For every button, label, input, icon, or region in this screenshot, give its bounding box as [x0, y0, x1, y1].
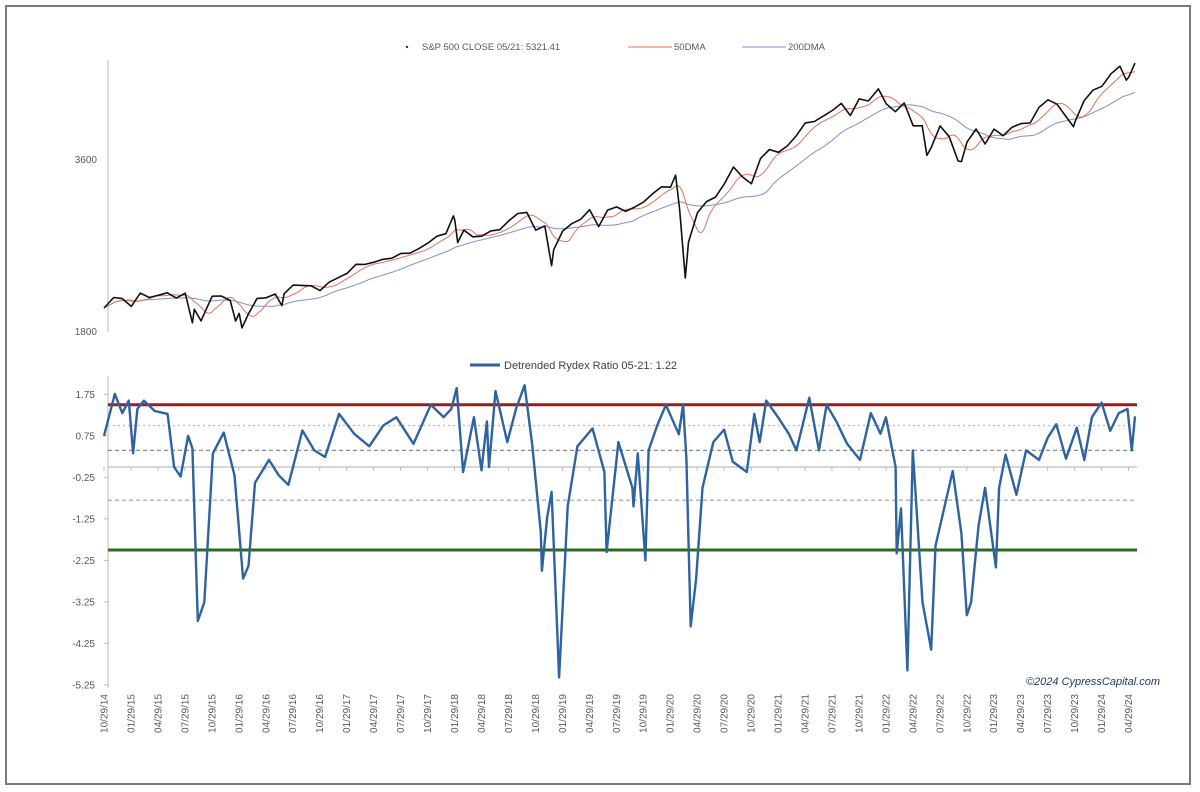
x-tick-label: 01/29/22 — [881, 694, 892, 733]
x-tick-label: 04/29/17 — [369, 694, 380, 733]
x-tick-label: 07/29/22 — [935, 694, 946, 733]
ma200-series-line — [103, 91, 1136, 309]
x-tick-label: 04/29/18 — [477, 694, 488, 733]
reference-lines — [108, 403, 1137, 552]
x-tick-label: 10/29/23 — [1070, 694, 1081, 733]
chart-frame — [5, 5, 1191, 785]
rydex-panel: 1.75 0.75 -0.25 -1.25 -2.25 -3.25 -4.25 -5.25 1… — [72, 360, 1160, 733]
lower-y-tick-label: -4.25 — [72, 639, 95, 650]
lower-y-tick-label: -5.25 — [72, 680, 95, 691]
x-tick-label: 04/29/19 — [585, 694, 596, 733]
x-tick-label: 10/29/20 — [747, 694, 758, 733]
x-tick-label: 04/29/24 — [1124, 694, 1135, 733]
x-tick-label: 10/29/19 — [639, 694, 650, 733]
legend-close-marker — [405, 45, 409, 49]
upper-legend: S&P 500 CLOSE 05/21: 5321.41 50DMA 200DM… — [405, 42, 826, 53]
x-tick-label: 10/29/21 — [854, 694, 865, 733]
x-tick-label: 10/29/22 — [962, 694, 973, 733]
x-tick-label: 01/29/17 — [342, 694, 353, 733]
x-tick-label: 04/29/16 — [261, 694, 272, 733]
x-tick-label: 07/29/20 — [720, 694, 731, 733]
x-tick-label: 01/29/15 — [126, 694, 137, 733]
x-tick-label: 07/29/23 — [1043, 694, 1054, 733]
x-tick-label: 04/29/15 — [153, 694, 164, 733]
upper-y-tick-label: 1800 — [75, 327, 98, 338]
x-tick-label: 07/29/18 — [504, 694, 515, 733]
x-tick-label: 01/29/21 — [774, 694, 785, 733]
x-tick-label: 01/29/20 — [666, 694, 677, 733]
x-tick-label: 10/29/15 — [207, 694, 218, 733]
legend-ma50-label: 50DMA — [674, 42, 706, 53]
legend-rydex-label: Detrended Rydex Ratio 05-21: 1.22 — [504, 360, 677, 372]
x-tick-label: 07/29/19 — [612, 694, 623, 733]
upper-y-tick-label: 3600 — [75, 155, 98, 166]
ma50-series-line — [103, 71, 1136, 317]
sp500-close-series-line — [103, 62, 1136, 329]
lower-y-tick-label: -2.25 — [72, 556, 95, 567]
lower-y-tick-label: 1.75 — [76, 390, 96, 401]
lower-y-ticks: 1.75 0.75 -0.25 -1.25 -2.25 -3.25 -4.25 -5.25 — [72, 390, 108, 691]
x-axis-ticks: 10/29/14 01/29/15 04/29/15 07/29/15 10/29/15… — [100, 467, 1135, 733]
x-tick-label: 01/29/24 — [1097, 694, 1108, 733]
lower-legend: Detrended Rydex Ratio 05-21: 1.22 — [470, 360, 677, 372]
x-tick-label: 01/29/16 — [234, 694, 245, 733]
x-tick-label: 10/29/17 — [423, 694, 434, 733]
x-tick-label: 04/29/20 — [693, 694, 704, 733]
x-tick-label: 01/29/23 — [989, 694, 1000, 733]
legend-close-label: S&P 500 CLOSE 05/21: 5321.41 — [422, 42, 560, 53]
x-tick-label: 04/29/23 — [1016, 694, 1027, 733]
x-tick-label: 10/29/14 — [100, 694, 111, 733]
lower-y-tick-label: -0.25 — [72, 473, 95, 484]
x-tick-label: 07/29/21 — [827, 694, 838, 733]
x-tick-label: 04/29/21 — [800, 694, 811, 733]
x-tick-label: 10/29/16 — [315, 694, 326, 733]
lower-y-tick-label: -1.25 — [72, 514, 95, 525]
x-tick-label: 07/29/17 — [396, 694, 407, 733]
x-tick-label: 01/29/18 — [450, 694, 461, 733]
rydex-series-line — [102, 384, 1137, 679]
x-tick-label: 04/29/22 — [908, 694, 919, 733]
legend-ma200-label: 200DMA — [788, 42, 826, 53]
lower-y-tick-label: -3.25 — [72, 597, 95, 608]
x-tick-label: 07/29/15 — [180, 694, 191, 733]
copyright-watermark: ©2024 CypressCapital.com — [1026, 676, 1160, 688]
x-tick-label: 07/29/16 — [288, 694, 299, 733]
lower-y-tick-label: 0.75 — [76, 431, 96, 442]
upper-y-ticks: 3600 1800 — [75, 155, 98, 338]
sp500-panel: 3600 1800 S&P 500 CLOSE 05/21: 5321.41 50… — [75, 42, 1136, 338]
x-tick-label: 10/29/18 — [531, 694, 542, 733]
x-tick-label: 01/29/19 — [558, 694, 569, 733]
